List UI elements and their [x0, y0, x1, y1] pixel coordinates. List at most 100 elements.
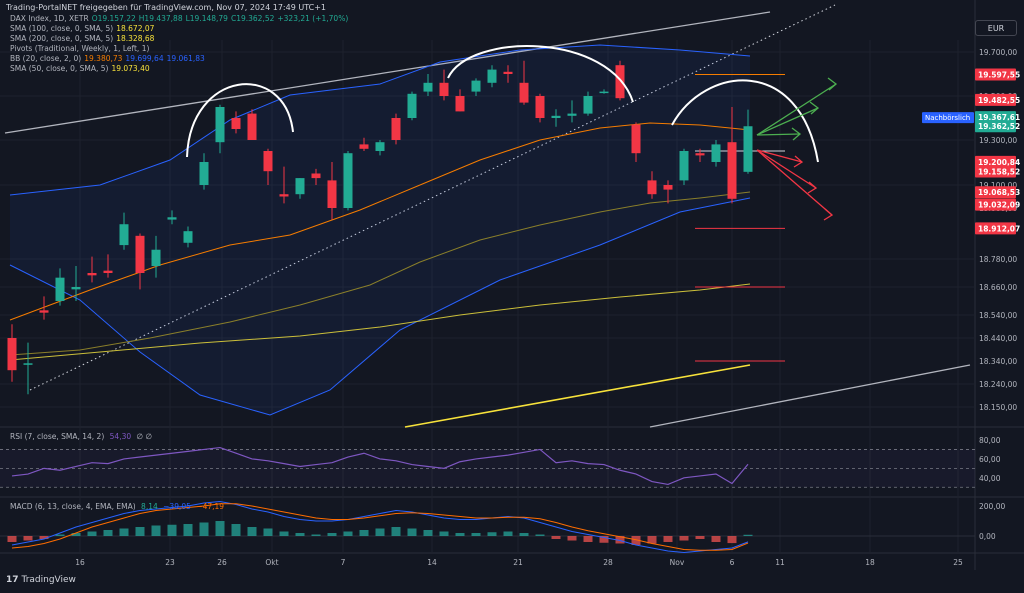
macd-histogram-bar — [167, 524, 177, 536]
afterhours-tag — [922, 112, 974, 124]
macd-histogram-bar — [295, 533, 305, 536]
macd-histogram-bar — [567, 536, 577, 541]
macd-histogram-bar — [279, 531, 289, 536]
macd-histogram-bar — [151, 525, 161, 536]
macd-histogram-bar — [327, 533, 337, 536]
share-header: Trading-PortalNET freigegeben für Tradin… — [6, 3, 326, 12]
candle-body — [695, 153, 705, 156]
rsi-tick-label: 60,00 — [979, 455, 1001, 464]
candle-body — [119, 224, 129, 246]
candle-body — [183, 231, 193, 243]
rsi-value: 54,30 — [109, 432, 132, 441]
macd-signal-line — [11, 503, 749, 551]
time-axis-label: Nov — [670, 558, 685, 567]
macd-histogram-bar — [487, 532, 497, 536]
candle-body — [135, 235, 145, 273]
legend-value: H19.437,88 — [138, 14, 183, 23]
candle-body — [455, 96, 465, 112]
macd-histogram-bar — [503, 531, 513, 536]
macd-histogram-bar — [55, 534, 65, 536]
macd-histogram-bar — [87, 531, 97, 536]
candle-body — [711, 144, 721, 162]
macd-signal-value: −47,19 — [196, 502, 225, 511]
candle-body — [535, 96, 545, 118]
candle-body — [519, 82, 529, 103]
candle-body — [663, 185, 673, 190]
legend-label: SMA (50, close, 0, SMA, 5) — [10, 64, 109, 73]
candle-body — [551, 115, 561, 118]
arrow-up — [756, 133, 801, 136]
price-tag — [975, 155, 1016, 168]
candle-body — [55, 277, 65, 301]
candle-body — [167, 217, 177, 220]
candle-body — [151, 249, 161, 266]
macd-histogram-bar — [407, 528, 417, 536]
candle-body — [615, 65, 625, 99]
price-tag-label: 19.482,55 — [978, 96, 1020, 105]
arrow-up — [756, 83, 837, 136]
legend-label: SMA (100, close, 0, SMA, 5) — [10, 24, 114, 33]
legend-value: 19.073,40 — [111, 64, 150, 73]
candle-body — [39, 310, 49, 313]
legend-label: SMA (200, close, 0, SMA, 5) — [10, 34, 114, 43]
candle-body — [295, 178, 305, 195]
macd-line — [11, 500, 749, 554]
price-tag — [975, 120, 1016, 133]
macd-histogram-bar — [679, 536, 689, 541]
trendline-dotted — [29, 4, 836, 391]
legend-row: BB (20, close, 2, 0) 19.380,73 19.699,64 19… — [10, 54, 205, 64]
macd-histogram-bar — [599, 536, 609, 543]
macd-line-value: −39,05 — [163, 502, 191, 511]
macd-histogram-bar — [455, 533, 465, 536]
currency-button[interactable]: EUR — [975, 20, 1017, 36]
time-axis-label: 25 — [953, 558, 963, 567]
price-tag-label: 19.597,55 — [978, 71, 1020, 80]
macd-histogram-bar — [247, 527, 257, 536]
legend-value: 19.061,83 — [166, 54, 205, 63]
price-tick-label: 18.440,00 — [979, 334, 1017, 343]
sma-200-line — [404, 364, 751, 428]
legend-row: SMA (50, close, 0, SMA, 5) 19.073,40 — [10, 64, 150, 74]
time-axis-label: 7 — [341, 558, 346, 567]
legend-value: 18.672,07 — [116, 24, 155, 33]
macd-histogram-bar — [183, 524, 193, 536]
macd-histogram-bar — [359, 530, 369, 536]
candle-body — [199, 162, 209, 185]
tradingview-logo[interactable]: 17 TradingView — [6, 575, 76, 585]
time-axis-label: 16 — [75, 558, 85, 567]
candle-body — [359, 144, 369, 149]
price-tick-label: 19.300,00 — [979, 136, 1017, 145]
candle-body — [391, 118, 401, 140]
candle-body — [407, 93, 417, 118]
macd-histogram-bar — [343, 531, 353, 536]
price-tick-label: 18.540,00 — [979, 311, 1017, 320]
macd-histogram-bar — [39, 536, 49, 539]
time-axis-label: 21 — [513, 558, 523, 567]
price-tag — [975, 222, 1016, 235]
arrow-down — [756, 149, 833, 216]
candle-body — [599, 91, 609, 94]
legend-value: 19.699,64 — [125, 54, 164, 63]
macd-hist-value: 8,14 — [141, 502, 158, 511]
macd-histogram-bar — [23, 536, 33, 541]
candle-body — [743, 126, 753, 172]
candle-body — [679, 151, 689, 181]
candle-body — [279, 194, 289, 197]
candle-body — [471, 80, 481, 92]
price-tick-label: 18.150,00 — [979, 403, 1017, 412]
legend-row: SMA (100, close, 0, SMA, 5) 18.672,07 — [10, 24, 154, 34]
macd-histogram-bar — [519, 533, 529, 536]
macd-histogram-bar — [375, 528, 385, 536]
tv-logo-icon: 17 — [6, 575, 19, 585]
macd-histogram-bar — [647, 536, 657, 544]
annotation-arc — [671, 79, 819, 163]
candle-body — [215, 107, 225, 143]
macd-histogram-bar — [215, 521, 225, 536]
price-tag-label: 19.362,52 — [978, 122, 1020, 131]
rsi-legend: RSI (7, close, SMA, 14, 2) 54,30 ∅ ∅ — [10, 432, 152, 441]
price-tag — [975, 68, 1016, 81]
price-tag-label: 19.032,09 — [978, 201, 1020, 210]
arrowhead-up — [809, 101, 820, 115]
macd-label: MACD (6, 13, close, 4, EMA, EMA) — [10, 502, 136, 511]
